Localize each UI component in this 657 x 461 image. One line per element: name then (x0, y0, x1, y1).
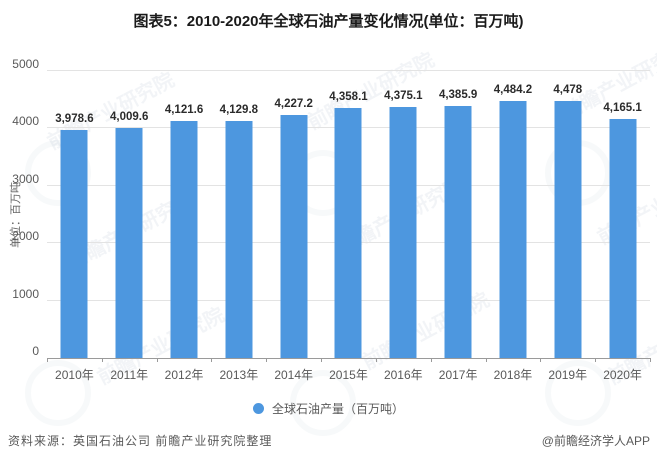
x-category-label: 2013年 (219, 368, 259, 382)
bar (225, 120, 253, 358)
x-tick-mark (650, 358, 651, 362)
legend: 全球石油产量（百万吨） (0, 400, 657, 417)
bar (334, 107, 362, 358)
bar-value-label: 4,121.6 (164, 104, 204, 117)
x-tick-mark (540, 358, 542, 362)
bar-value-label: 4,009.6 (110, 110, 149, 123)
x-tick-mark (266, 358, 268, 362)
x-tick-mark (375, 358, 377, 362)
source-note: 资料来源：英国石油公司 前瞻产业研究院整理 (8, 434, 273, 448)
bar-column: 4,478 2019年 (540, 71, 595, 382)
gridline (47, 70, 650, 71)
credit-note: @前瞻经济学人APP (541, 434, 650, 448)
y-tick-label: 0 (32, 344, 39, 358)
footer: 资料来源：英国石油公司 前瞻产业研究院整理 @前瞻经济学人APP (8, 432, 650, 449)
y-tick-label: 4000 (12, 114, 39, 129)
x-category-label: 2016年 (383, 368, 423, 382)
y-tick-label: 1000 (12, 286, 39, 301)
x-category-label: 2011年 (110, 368, 149, 382)
y-tick-label: 5000 (12, 57, 39, 71)
bar-column: 4,129.8 2013年 (211, 71, 266, 382)
x-category-label: 2012年 (164, 368, 204, 382)
x-category-label: 2010年 (55, 368, 94, 382)
x-tick-mark (211, 358, 213, 362)
bar-value-label: 4,385.9 (438, 89, 478, 102)
bar (499, 100, 527, 358)
y-tick-label: 3000 (12, 171, 39, 186)
x-tick-mark (321, 358, 323, 362)
x-category-label: 2015年 (329, 368, 368, 382)
bar-value-label: 3,978.6 (55, 112, 94, 125)
bar-column: 4,009.6 2011年 (102, 71, 157, 382)
bar (115, 127, 143, 358)
bar (60, 129, 88, 358)
bar-column: 4,227.2 2014年 (266, 71, 321, 382)
x-tick-mark (101, 358, 103, 362)
x-tick-mark (430, 358, 432, 362)
x-category-label: 2018年 (493, 368, 533, 382)
x-tick-mark (156, 358, 158, 362)
bar-value-label: 4,478 (553, 83, 583, 96)
bar-column: 4,165.1 2020年 (595, 71, 650, 382)
chart-title: 图表5：2010-2020年全球石油产量变化情况(单位：百万吨) (133, 13, 524, 30)
bar-value-label: 4,375.1 (384, 89, 423, 102)
legend-marker-circle (252, 403, 264, 414)
bar-value-label: 4,165.1 (603, 101, 642, 114)
x-category-label: 2014年 (274, 368, 314, 382)
bar (280, 115, 308, 358)
bar (554, 100, 582, 358)
x-category-label: 2019年 (548, 368, 588, 382)
bar (389, 106, 417, 358)
x-tick-mark (485, 358, 487, 362)
bar-column: 4,385.9 2017年 (431, 71, 486, 382)
bar-value-label: 4,227.2 (274, 98, 313, 111)
bar-value-label: 4,484.2 (493, 83, 533, 96)
bar-column: 4,375.1 2016年 (376, 71, 431, 382)
bar (609, 118, 637, 358)
plot-area: 0 1000 2000 3000 4000 5000 3,978.6 2010年 4,009.6… (12, 57, 651, 382)
bar-column: 4,358.1 2015年 (321, 71, 376, 382)
bar-column: 4,121.6 2012年 (157, 71, 212, 382)
y-tick-label: 2000 (12, 229, 39, 244)
bar (444, 106, 472, 358)
x-tick-mark (595, 358, 597, 362)
legend-label: 全球石油产量（百万吨） (271, 402, 404, 416)
bar-value-label: 4,358.1 (329, 90, 368, 103)
bar-column: 4,484.2 2018年 (486, 71, 541, 382)
y-axis-title: 单位：百万吨 (8, 140, 22, 290)
x-tick-mark (47, 358, 48, 362)
bar-value-label: 4,129.8 (219, 103, 259, 116)
bar-column: 3,978.6 2010年 (47, 71, 102, 382)
x-category-label: 2020年 (603, 368, 642, 382)
bar (170, 121, 198, 358)
x-category-label: 2017年 (438, 368, 478, 382)
